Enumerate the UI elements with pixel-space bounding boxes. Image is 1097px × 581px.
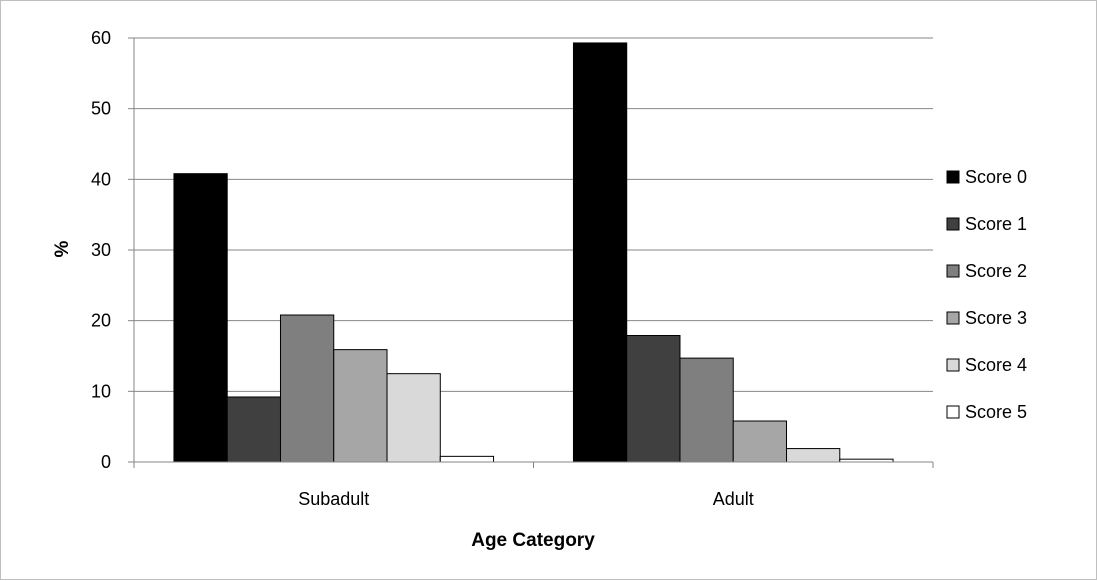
legend-item: Score 1 xyxy=(946,214,1027,234)
axes xyxy=(128,37,934,468)
bar-score-0-subadult xyxy=(173,173,228,463)
y-tick-label: 60 xyxy=(91,28,111,48)
legend-item: Score 3 xyxy=(946,308,1027,328)
y-tick-label: 10 xyxy=(91,381,111,401)
legend-swatch xyxy=(946,358,960,372)
legend-item: Score 2 xyxy=(946,261,1027,281)
legend-label: Score 0 xyxy=(965,167,1027,187)
legend-label: Score 4 xyxy=(965,355,1027,375)
legend-label: Score 5 xyxy=(965,402,1027,422)
bar-score-3-adult xyxy=(732,420,788,463)
y-tick-label: 30 xyxy=(91,240,111,260)
legend-item: Score 0 xyxy=(946,167,1027,187)
legend-item: Score 5 xyxy=(946,402,1027,422)
x-tick-label: Adult xyxy=(713,489,754,509)
bar-score-5-subadult xyxy=(439,455,495,463)
y-tick-label: 40 xyxy=(91,169,111,189)
legend-swatch xyxy=(946,405,960,419)
legend-label: Score 2 xyxy=(965,261,1027,281)
bar-score-4-adult xyxy=(786,448,841,463)
bar-score-3-subadult xyxy=(333,349,388,463)
bar-score-2-adult xyxy=(679,357,734,463)
legend-label: Score 3 xyxy=(965,308,1027,328)
y-axis-title: % xyxy=(52,240,73,257)
bar-score-4-subadult xyxy=(386,373,441,463)
legend-swatch xyxy=(946,217,960,231)
bars xyxy=(173,42,894,463)
bar-score-1-subadult xyxy=(226,396,281,463)
legend-swatch xyxy=(946,264,960,278)
bar-score-1-adult xyxy=(626,335,681,463)
bar-score-2-subadult xyxy=(279,314,335,463)
legend-swatch xyxy=(946,311,960,325)
legend-item: Score 4 xyxy=(946,355,1027,375)
y-tick-label: 50 xyxy=(91,99,111,119)
legend: Score 0 Score 1 Score 2 Score 3 Score 4 Score… xyxy=(946,167,1027,422)
gridlines xyxy=(134,37,933,392)
x-tick-label: Subadult xyxy=(298,489,369,509)
x-axis-title: Age Category xyxy=(471,530,595,551)
bar-score-0-adult xyxy=(572,42,628,463)
y-tick-label: 20 xyxy=(91,311,111,331)
y-tick-labels: 0 10 20 30 40 50 60 xyxy=(91,28,111,472)
y-tick-label: 0 xyxy=(101,452,111,472)
legend-label: Score 1 xyxy=(965,214,1027,234)
x-tick-labels: Subadult Adult xyxy=(298,489,754,509)
legend-swatch xyxy=(946,170,960,184)
